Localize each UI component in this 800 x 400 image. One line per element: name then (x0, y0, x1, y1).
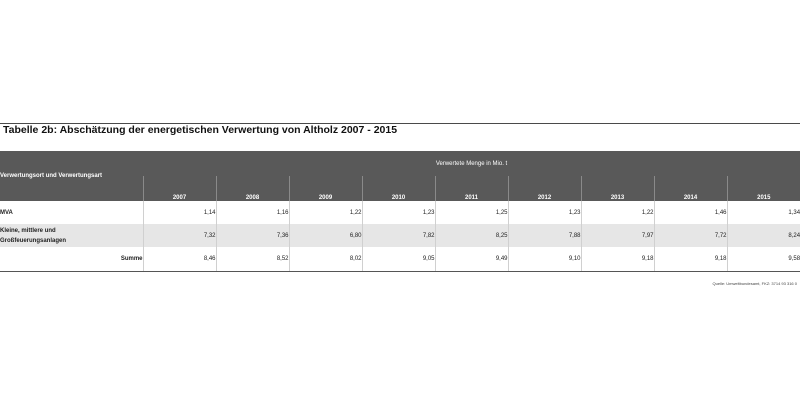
top-rule (0, 123, 800, 124)
table-row-mva: MVA 1,14 1,16 1,22 1,23 1,25 1,23 1,22 1… (0, 201, 800, 224)
row-label-line: Kleine, mittlere und (0, 227, 56, 234)
table-cell: 1,23 (361, 201, 435, 224)
table-row-summe: Summe 8,46 8,52 8,02 9,05 9,49 9,10 9,18… (0, 247, 800, 272)
year-header: 2015 (726, 176, 800, 201)
table-cell: 7,72 (653, 224, 727, 247)
table-cell: 1,23 (507, 201, 581, 224)
table-cell: 8,25 (434, 224, 508, 247)
table-cell: 8,24 (726, 224, 800, 247)
table-cell: 9,10 (507, 247, 581, 272)
year-header: 2013 (580, 176, 654, 201)
table-cell: 7,32 (142, 224, 216, 247)
table-cell: 8,52 (215, 247, 289, 272)
table-cell: 8,46 (142, 247, 216, 272)
table-cell: 7,97 (580, 224, 654, 247)
year-header: 2008 (215, 176, 289, 201)
year-header: 2014 (653, 176, 727, 201)
table-cell: 1,22 (288, 201, 362, 224)
table-cell: 7,82 (361, 224, 435, 247)
table-cell: 9,18 (653, 247, 727, 272)
row-label: Summe (0, 247, 143, 272)
data-table: Verwertungsort und Verwertungsart Verwer… (0, 151, 800, 272)
header-row: Verwertungsort und Verwertungsart Verwer… (0, 151, 800, 201)
table-cell: 6,80 (288, 224, 362, 247)
row-label-line: Großfeuerungsanlagen (0, 237, 67, 244)
table-cell: 1,34 (726, 201, 800, 224)
table-cell: 7,88 (507, 224, 581, 247)
source-note: Quelle: Umweltbundesamt, FKZ: 3714 93 31… (712, 281, 798, 286)
year-header: 2007 (142, 176, 216, 201)
table-cell: 9,58 (726, 247, 800, 272)
row-header-cell: Verwertungsort und Verwertungsart (0, 151, 143, 201)
table-cell: 1,25 (434, 201, 508, 224)
table-cell: 9,18 (580, 247, 654, 272)
table-cell: 9,05 (361, 247, 435, 272)
table-cell: 9,49 (434, 247, 508, 272)
table-cell: 1,16 (215, 201, 289, 224)
year-header: 2010 (361, 176, 435, 201)
table-cell: 7,36 (215, 224, 289, 247)
table-cell: 1,22 (580, 201, 654, 224)
table-cell: 1,14 (142, 201, 216, 224)
group-header-cell: Verwertete Menge in Mio. t (143, 151, 800, 176)
table-cell: 1,46 (653, 201, 727, 224)
year-header: 2011 (434, 176, 508, 201)
row-label: MVA (0, 201, 143, 224)
row-label: Kleine, mittlere und Großfeuerungsanlage… (0, 224, 143, 247)
year-header: 2012 (507, 176, 581, 201)
year-header: 2009 (288, 176, 362, 201)
table-row-feuerungsanlagen: Kleine, mittlere und Großfeuerungsanlage… (0, 224, 800, 247)
table-cell: 8,02 (288, 247, 362, 272)
year-header-row: 2007 2008 2009 2010 2011 2012 2013 2014 … (0, 176, 800, 201)
table-title: Tabelle 2b: Abschätzung der energetische… (3, 124, 398, 136)
